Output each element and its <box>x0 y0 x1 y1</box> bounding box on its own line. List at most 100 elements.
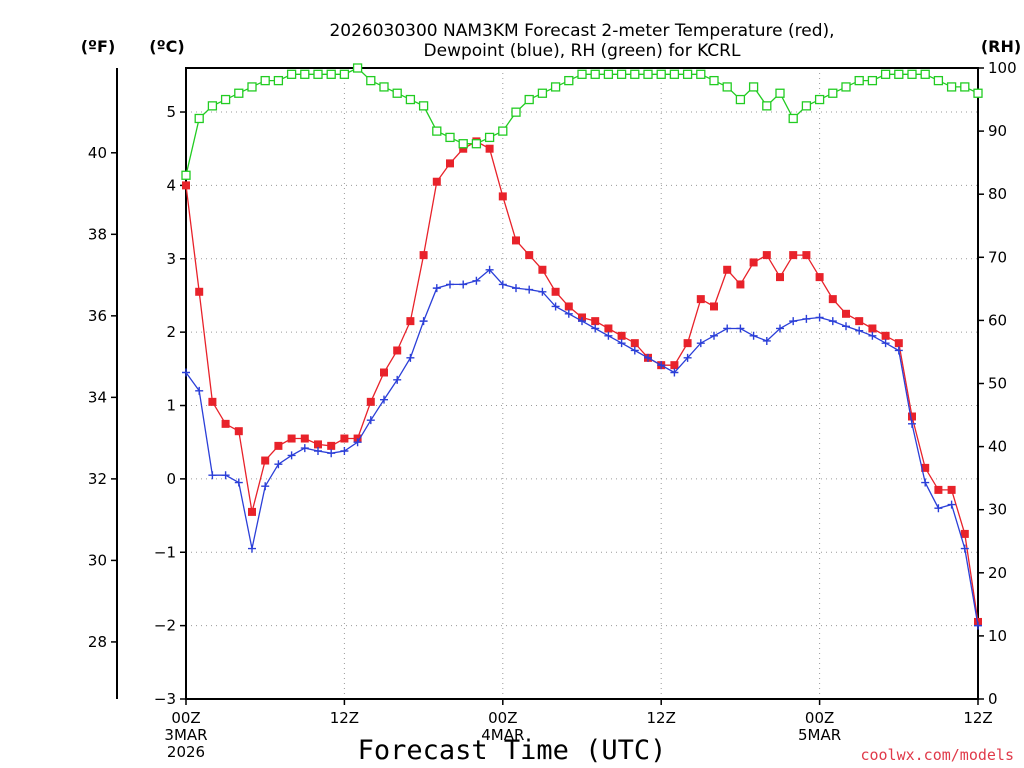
data-point <box>273 75 284 86</box>
data-point <box>220 94 231 105</box>
data-point <box>934 485 943 494</box>
data-point <box>696 69 706 79</box>
data-point <box>432 284 441 293</box>
data-point <box>366 397 375 406</box>
data-point <box>696 295 705 304</box>
data-point <box>459 144 468 153</box>
fahrenheit-tick-label: 36 <box>88 307 107 325</box>
data-point <box>894 346 903 355</box>
data-point <box>352 63 363 73</box>
data-point <box>973 88 983 98</box>
fahrenheit-tick-label: 34 <box>88 388 107 406</box>
data-point <box>471 139 482 149</box>
data-point <box>498 192 507 201</box>
data-point <box>682 69 693 79</box>
gridlines <box>186 68 978 699</box>
celsius-tick-label: 2 <box>166 323 176 341</box>
data-point <box>551 302 560 311</box>
data-point <box>960 529 969 538</box>
data-point <box>393 346 402 355</box>
data-point <box>458 139 468 149</box>
data-point <box>670 368 679 377</box>
data-point <box>960 544 969 553</box>
data-point <box>669 69 680 79</box>
x-tick-label: 5MAR <box>798 726 841 744</box>
data-point <box>921 463 930 472</box>
data-point <box>710 331 718 340</box>
data-point <box>789 251 798 260</box>
x-tick-label: 00Z <box>805 709 834 727</box>
fahrenheit-unit-label: (ºF) <box>81 37 116 56</box>
data-point <box>868 324 877 333</box>
celsius-tick-label: 1 <box>166 397 176 415</box>
data-point <box>326 69 336 79</box>
data-point <box>814 94 825 105</box>
rh-tick-label: 100 <box>988 59 1017 77</box>
data-point <box>313 69 323 79</box>
data-point <box>485 265 494 274</box>
data-point <box>921 478 930 487</box>
x-tick-label: 4MAR <box>481 726 524 744</box>
data-point <box>234 427 243 436</box>
data-point <box>340 447 349 456</box>
data-point <box>881 331 890 340</box>
data-point <box>432 177 441 186</box>
x-axis-title: Forecast Time (UTC) <box>358 735 667 766</box>
data-point <box>261 456 270 465</box>
data-point <box>934 504 943 513</box>
data-point <box>287 434 296 443</box>
fahrenheit-tick-label: 40 <box>88 144 107 162</box>
data-point <box>327 449 336 458</box>
rh-tick-label: 80 <box>988 185 1007 203</box>
data-point <box>182 368 190 377</box>
celsius-tick-label: 3 <box>166 250 176 268</box>
data-point <box>749 331 758 340</box>
data-point <box>736 280 745 289</box>
data-point <box>616 69 627 79</box>
series-rh <box>181 63 983 180</box>
series-group <box>181 63 983 630</box>
fahrenheit-tick-label: 30 <box>88 551 107 569</box>
data-point <box>723 324 732 333</box>
rh-tick-label: 70 <box>988 248 1007 266</box>
data-point <box>762 336 771 345</box>
data-point <box>947 500 956 509</box>
rh-tick-label: 60 <box>988 311 1007 329</box>
data-point <box>340 434 349 443</box>
data-point <box>261 482 270 491</box>
chart-title-line-2: Dewpoint (blue), RH (green) for KCRL <box>424 41 741 61</box>
data-point <box>274 441 283 450</box>
x-tick-label: 00Z <box>488 709 517 727</box>
data-point <box>828 295 837 304</box>
data-point <box>446 280 454 289</box>
data-point <box>762 101 772 111</box>
credit-text[interactable]: coolwx.com/models <box>860 746 1014 764</box>
data-point <box>208 471 217 480</box>
rh-tick-label: 30 <box>988 501 1007 519</box>
data-point <box>274 460 283 469</box>
data-point <box>181 170 191 180</box>
data-point <box>842 309 850 318</box>
data-point <box>537 88 548 98</box>
data-point <box>802 314 811 323</box>
data-point <box>775 88 785 98</box>
data-point <box>498 126 508 136</box>
data-point <box>762 251 771 260</box>
data-point <box>960 82 970 92</box>
celsius-tick-label: −1 <box>154 543 176 561</box>
data-point <box>776 273 784 282</box>
data-point <box>182 181 190 190</box>
data-point <box>854 75 864 86</box>
data-point <box>234 88 244 98</box>
data-point <box>696 339 705 348</box>
celsius-tick-label: 5 <box>166 103 176 121</box>
data-point <box>327 441 336 450</box>
data-point <box>366 75 376 86</box>
rh-tick-label: 0 <box>988 690 998 708</box>
rh-tick-label: 50 <box>988 375 1007 393</box>
celsius-tick-label: −2 <box>154 617 176 635</box>
rh-tick-label: 90 <box>988 122 1007 140</box>
data-point <box>815 313 824 322</box>
x-tick-label: 2026 <box>167 743 205 761</box>
